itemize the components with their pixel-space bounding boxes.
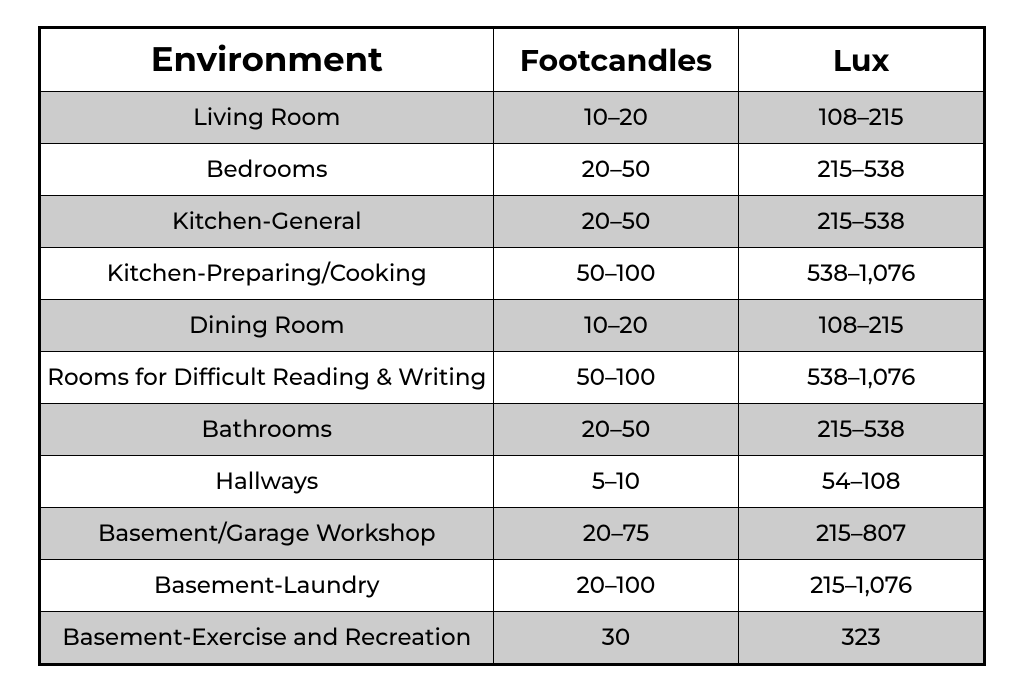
- table-row: Rooms for Difficult Reading & Writing50–…: [40, 352, 985, 404]
- cell-environment: Basement-Exercise and Recreation: [40, 612, 494, 665]
- cell-footcandles: 30: [493, 612, 739, 665]
- cell-footcandles: 10–20: [493, 92, 739, 144]
- cell-lux: 215–538: [739, 196, 985, 248]
- table-row: Bathrooms20–50215–538: [40, 404, 985, 456]
- cell-lux: 215–538: [739, 144, 985, 196]
- cell-environment: Dining Room: [40, 300, 494, 352]
- cell-environment: Hallways: [40, 456, 494, 508]
- cell-environment: Basement-Laundry: [40, 560, 494, 612]
- cell-environment: Basement/Garage Workshop: [40, 508, 494, 560]
- table-row: Basement-Exercise and Recreation30323: [40, 612, 985, 665]
- cell-lux: 323: [739, 612, 985, 665]
- cell-lux: 538–1,076: [739, 352, 985, 404]
- table-body: Living Room10–20108–215Bedrooms20–50215–…: [40, 92, 985, 665]
- table-row: Kitchen-Preparing/Cooking50–100538–1,076: [40, 248, 985, 300]
- col-header-lux: Lux: [739, 28, 985, 92]
- cell-environment: Bathrooms: [40, 404, 494, 456]
- cell-footcandles: 20–50: [493, 144, 739, 196]
- cell-footcandles: 20–50: [493, 404, 739, 456]
- cell-environment: Kitchen-General: [40, 196, 494, 248]
- table-row: Bedrooms20–50215–538: [40, 144, 985, 196]
- cell-footcandles: 20–100: [493, 560, 739, 612]
- table-row: Hallways5–1054–108: [40, 456, 985, 508]
- cell-lux: 215–807: [739, 508, 985, 560]
- cell-footcandles: 20–75: [493, 508, 739, 560]
- cell-footcandles: 50–100: [493, 352, 739, 404]
- table-row: Kitchen-General20–50215–538: [40, 196, 985, 248]
- table-header-row: Environment Footcandles Lux: [40, 28, 985, 92]
- cell-lux: 108–215: [739, 92, 985, 144]
- cell-lux: 54–108: [739, 456, 985, 508]
- cell-environment: Rooms for Difficult Reading & Writing: [40, 352, 494, 404]
- cell-environment: Living Room: [40, 92, 494, 144]
- lighting-levels-table: Environment Footcandles Lux Living Room1…: [38, 26, 986, 666]
- cell-footcandles: 10–20: [493, 300, 739, 352]
- cell-environment: Kitchen-Preparing/Cooking: [40, 248, 494, 300]
- lighting-table-container: Environment Footcandles Lux Living Room1…: [0, 0, 1024, 666]
- cell-footcandles: 50–100: [493, 248, 739, 300]
- cell-lux: 538–1,076: [739, 248, 985, 300]
- table-row: Living Room10–20108–215: [40, 92, 985, 144]
- col-header-environment: Environment: [40, 28, 494, 92]
- cell-environment: Bedrooms: [40, 144, 494, 196]
- cell-footcandles: 5–10: [493, 456, 739, 508]
- table-row: Dining Room10–20108–215: [40, 300, 985, 352]
- cell-footcandles: 20–50: [493, 196, 739, 248]
- cell-lux: 215–1,076: [739, 560, 985, 612]
- col-header-footcandles: Footcandles: [493, 28, 739, 92]
- table-row: Basement/Garage Workshop20–75215–807: [40, 508, 985, 560]
- cell-lux: 108–215: [739, 300, 985, 352]
- cell-lux: 215–538: [739, 404, 985, 456]
- table-row: Basement-Laundry20–100215–1,076: [40, 560, 985, 612]
- table-header: Environment Footcandles Lux: [40, 28, 985, 92]
